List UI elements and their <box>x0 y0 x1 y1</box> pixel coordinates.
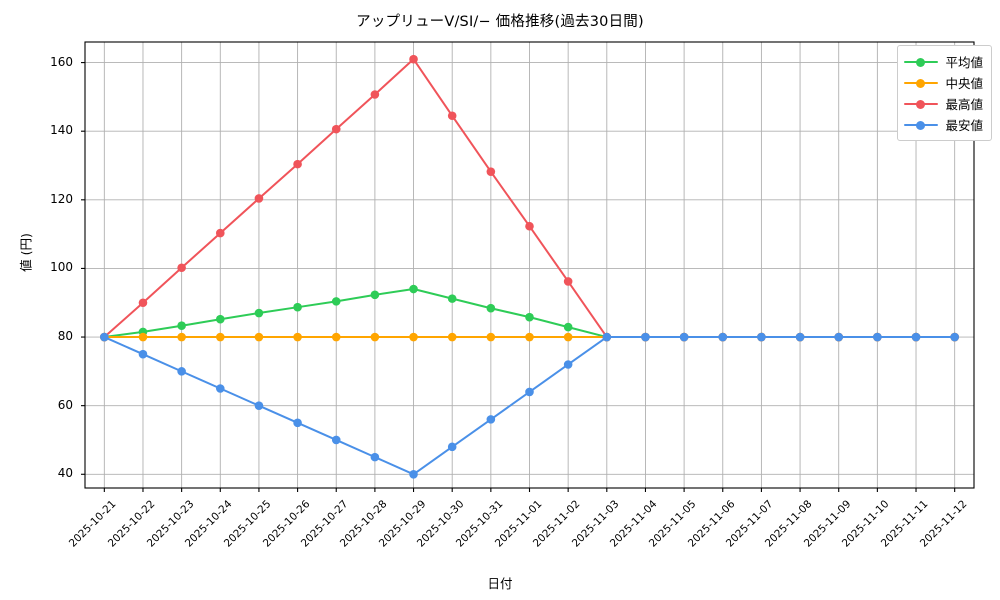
y-tick-label: 80 <box>57 329 73 344</box>
y-tick-label: 160 <box>50 54 73 69</box>
data-series-group <box>100 54 959 479</box>
chart-title: アップリューV/SI/− 価格推移(過去30日間) <box>356 14 644 30</box>
x-axis-label: 日付 <box>487 576 513 591</box>
legend-marker-icon <box>904 97 939 111</box>
axis-ticks <box>81 62 956 492</box>
y-tick-label: 140 <box>50 123 73 138</box>
legend-item[interactable]: 平均値 <box>904 51 983 72</box>
y-tick-label: 40 <box>57 466 73 481</box>
grid-lines <box>85 42 974 488</box>
legend-marker-icon <box>904 76 939 90</box>
legend-label: 最安値 <box>945 118 983 133</box>
legend-label: 平均値 <box>945 55 983 70</box>
legend-item[interactable]: 最安値 <box>904 114 983 135</box>
legend-marker-icon <box>904 118 939 132</box>
legend-label: 最高値 <box>945 97 983 112</box>
legend-label: 中央値 <box>945 76 983 91</box>
y-tick-label: 120 <box>50 191 73 206</box>
legend-marker-icon <box>904 55 939 69</box>
y-tick-label: 100 <box>50 260 73 275</box>
chart-legend: 平均値中央値最高値最安値 <box>897 45 992 141</box>
legend-item[interactable]: 中央値 <box>904 72 983 93</box>
legend-item[interactable]: 最高値 <box>904 93 983 114</box>
y-tick-label: 60 <box>57 397 73 412</box>
